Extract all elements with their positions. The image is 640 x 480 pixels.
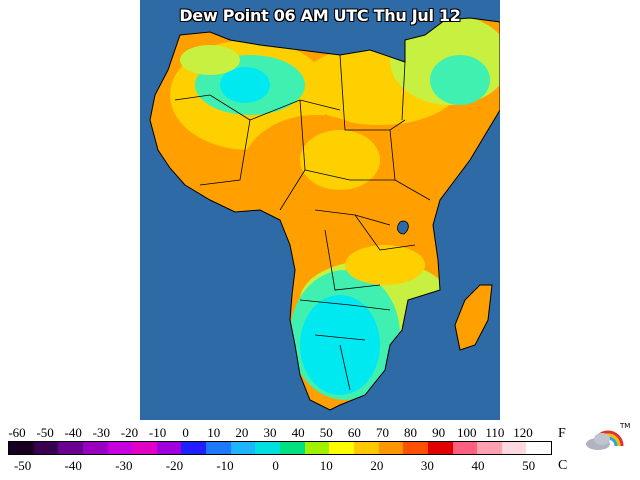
color-swatch <box>378 442 404 454</box>
svg-text:TM: TM <box>619 422 630 430</box>
map-title: Dew Point 06 AM UTC Thu Jul 12 <box>179 6 461 25</box>
color-swatch <box>477 442 502 454</box>
celsius-tick-label: -30 <box>115 458 133 473</box>
fahrenheit-tick-label: 0 <box>182 425 189 440</box>
color-swatch <box>132 442 157 454</box>
color-swatch <box>280 442 305 454</box>
fahrenheit-tick-label: 50 <box>319 425 333 440</box>
cloud-rainbow-logo-icon: TM <box>578 420 630 454</box>
fahrenheit-tick-label: -20 <box>120 425 139 440</box>
fahrenheit-tick-label: -60 <box>8 425 26 440</box>
color-scale-bar <box>8 441 552 455</box>
color-swatch <box>329 442 354 454</box>
fahrenheit-tick-label: -10 <box>148 425 167 440</box>
fahrenheit-scale: -60 -50 -40 -30 -20 -10 0 10 20 30 40 50 60 70 80 90 100… <box>0 426 560 440</box>
celsius-tick-label: -20 <box>165 458 184 473</box>
celsius-tick-label: -50 <box>13 458 32 473</box>
celsius-tick-label: 0 <box>272 458 279 473</box>
lake-victoria <box>397 220 409 235</box>
fahrenheit-tick-label: 110 <box>485 425 505 440</box>
fahrenheit-tick-label: 100 <box>457 425 477 440</box>
dew-point-map <box>140 0 501 420</box>
celsius-unit-label: C <box>558 458 568 473</box>
celsius-tick-label: -40 <box>64 458 82 473</box>
celsius-tick-label: 30 <box>420 458 434 473</box>
fahrenheit-unit-label: F <box>558 426 566 441</box>
celsius-scale: -50 -40 -30 -20 -10 0 10 20 30 40 50 <box>0 459 560 473</box>
color-swatch <box>58 442 83 454</box>
color-swatch <box>107 442 133 454</box>
fahrenheit-tick-label: 60 <box>347 425 361 440</box>
color-swatch <box>156 442 182 454</box>
celsius-tick-label: 40 <box>471 458 485 473</box>
fahrenheit-tick-label: 40 <box>291 425 305 440</box>
fahrenheit-tick-label: 30 <box>263 425 277 440</box>
celsius-tick-label: 20 <box>370 458 384 473</box>
fahrenheit-tick-label: -40 <box>64 425 82 440</box>
color-swatch <box>9 442 34 454</box>
color-swatch <box>353 442 379 454</box>
color-swatch <box>304 442 330 454</box>
country-borders <box>174 54 431 391</box>
color-swatch <box>501 442 527 454</box>
fahrenheit-tick-label: 10 <box>207 425 221 440</box>
fahrenheit-tick-label: -30 <box>92 425 110 440</box>
africa-map-svg <box>140 0 501 420</box>
color-swatch <box>230 442 256 454</box>
madagascar-outline <box>454 284 493 351</box>
fahrenheit-tick-label: 20 <box>235 425 249 440</box>
coastline <box>149 17 501 411</box>
color-swatch <box>526 442 552 454</box>
color-swatch <box>206 442 231 454</box>
celsius-tick-label: 10 <box>319 458 333 473</box>
fahrenheit-tick-label: 70 <box>375 425 389 440</box>
fahrenheit-tick-label: 80 <box>404 425 418 440</box>
celsius-tick-label: 50 <box>522 458 536 473</box>
color-swatch <box>82 442 108 454</box>
fahrenheit-tick-label: 120 <box>513 425 533 440</box>
color-swatch <box>33 442 59 454</box>
fahrenheit-tick-label: -50 <box>36 425 54 440</box>
celsius-tick-label: -10 <box>216 458 234 473</box>
color-swatch <box>255 442 281 454</box>
fahrenheit-tick-label: 90 <box>432 425 446 440</box>
color-swatch <box>452 442 478 454</box>
color-swatch <box>181 442 207 454</box>
color-swatch <box>427 442 453 454</box>
color-swatch <box>403 442 428 454</box>
